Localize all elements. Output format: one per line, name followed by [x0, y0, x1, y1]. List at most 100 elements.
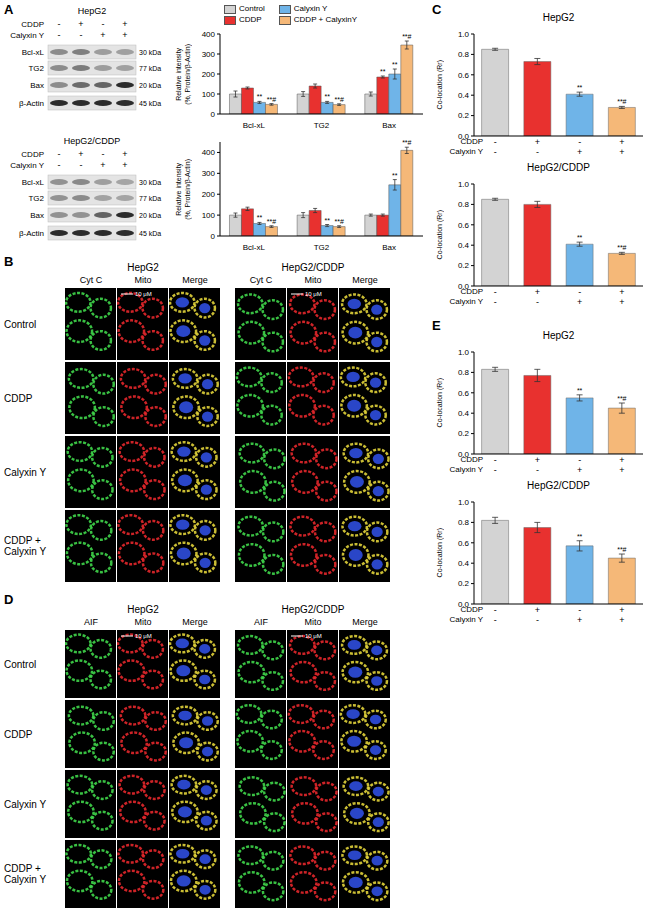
svg-text:+: +: [100, 30, 105, 40]
svg-text:-: -: [494, 455, 497, 465]
svg-text:100: 100: [202, 90, 216, 99]
svg-text:**#: **#: [617, 244, 626, 251]
svg-text:+: +: [535, 137, 540, 147]
svg-text:**#: **#: [334, 218, 343, 225]
svg-text:Bax: Bax: [30, 211, 44, 220]
svg-text:400: 400: [202, 30, 216, 39]
svg-text:+: +: [535, 287, 540, 297]
svg-text:300: 300: [202, 50, 216, 59]
svg-text:+: +: [577, 465, 582, 475]
svg-text:+: +: [619, 605, 624, 615]
svg-text:+: +: [619, 465, 624, 475]
svg-text:+: +: [122, 19, 127, 29]
svg-text:+: +: [100, 160, 105, 170]
svg-text:**: **: [324, 93, 330, 100]
svg-text:10 μM: 10 μM: [135, 633, 152, 639]
svg-text:**: **: [392, 61, 398, 68]
svg-text:10 μM: 10 μM: [305, 291, 322, 297]
svg-text:30 kDa: 30 kDa: [139, 49, 161, 56]
svg-text:0.4: 0.4: [458, 91, 470, 100]
svg-text:-: -: [536, 147, 539, 157]
svg-text:**: **: [577, 387, 583, 394]
svg-text:-: -: [494, 465, 497, 475]
svg-text:-: -: [494, 297, 497, 307]
svg-text:β-Actin: β-Actin: [19, 99, 44, 108]
svg-text:-: -: [102, 19, 105, 29]
svg-text:Bcl-xL: Bcl-xL: [243, 121, 266, 128]
svg-text:-: -: [494, 147, 497, 157]
svg-text:**: **: [257, 93, 263, 100]
svg-text:0.2: 0.2: [458, 579, 470, 588]
svg-text:+: +: [619, 297, 624, 307]
svg-text:+: +: [535, 455, 540, 465]
svg-text:0: 0: [211, 110, 216, 119]
svg-text:0.8: 0.8: [458, 518, 470, 527]
svg-text:**: **: [577, 533, 583, 540]
svg-text:0.6: 0.6: [458, 539, 470, 548]
svg-text:**: **: [324, 217, 330, 224]
svg-text:10 μM: 10 μM: [305, 633, 322, 639]
svg-text:-: -: [494, 287, 497, 297]
svg-text:+: +: [619, 287, 624, 297]
svg-text:+: +: [619, 147, 624, 157]
svg-text:+: +: [619, 455, 624, 465]
svg-text:**: **: [577, 234, 583, 241]
svg-text:0.4: 0.4: [458, 409, 470, 418]
svg-text:+: +: [122, 30, 127, 40]
svg-text:**: **: [380, 68, 386, 75]
svg-text:300: 300: [202, 169, 216, 178]
svg-text:Bax: Bax: [30, 81, 44, 90]
svg-text:0.6: 0.6: [458, 221, 470, 230]
svg-text:30 kDa: 30 kDa: [139, 179, 161, 186]
svg-text:**#: **#: [617, 98, 626, 105]
svg-text:-: -: [58, 160, 61, 170]
svg-text:10 μM: 10 μM: [135, 291, 152, 297]
svg-text:TG2: TG2: [314, 121, 330, 128]
svg-text:β-Actin: β-Actin: [19, 229, 44, 238]
svg-text:+: +: [122, 160, 127, 170]
svg-text:+: +: [577, 615, 582, 625]
svg-text:400: 400: [202, 148, 216, 157]
svg-text:Bax: Bax: [382, 121, 396, 128]
svg-text:**: **: [392, 172, 398, 179]
svg-text:**#: **#: [267, 218, 276, 225]
svg-text:-: -: [494, 605, 497, 615]
svg-text:0.8: 0.8: [458, 50, 470, 59]
svg-text:Bcl-xL: Bcl-xL: [243, 243, 266, 250]
svg-text:-: -: [58, 30, 61, 40]
svg-text:100: 100: [202, 211, 216, 220]
svg-text:-: -: [80, 30, 83, 40]
svg-text:**: **: [257, 214, 263, 221]
svg-text:+: +: [577, 297, 582, 307]
svg-text:200: 200: [202, 190, 216, 199]
svg-text:**#: **#: [617, 546, 626, 553]
svg-text:-: -: [494, 615, 497, 625]
svg-text:0.6: 0.6: [458, 389, 470, 398]
svg-text:Calyxin Y: Calyxin Y: [10, 31, 44, 40]
svg-text:+: +: [619, 615, 624, 625]
svg-text:**#: **#: [402, 139, 411, 146]
svg-text:1.0: 1.0: [458, 348, 470, 357]
svg-text:0.2: 0.2: [458, 261, 470, 270]
svg-text:0.2: 0.2: [458, 429, 470, 438]
svg-text:20 kDa: 20 kDa: [139, 82, 161, 89]
svg-text:**#: **#: [267, 96, 276, 103]
svg-text:+: +: [577, 147, 582, 157]
svg-text:-: -: [578, 455, 581, 465]
svg-text:-: -: [58, 19, 61, 29]
svg-text:0.8: 0.8: [458, 368, 470, 377]
svg-text:+: +: [78, 19, 83, 29]
svg-text:-: -: [58, 149, 61, 159]
svg-text:**#: **#: [617, 395, 626, 402]
svg-text:HepG2: HepG2: [78, 6, 107, 16]
svg-text:-: -: [578, 287, 581, 297]
svg-text:-: -: [536, 615, 539, 625]
svg-text:+: +: [122, 149, 127, 159]
svg-text:0.8: 0.8: [458, 200, 470, 209]
svg-text:CDDP: CDDP: [21, 20, 44, 29]
svg-text:0.6: 0.6: [458, 71, 470, 80]
svg-text:77 kDa: 77 kDa: [139, 195, 161, 202]
svg-text:+: +: [619, 137, 624, 147]
svg-text:0.2: 0.2: [458, 111, 470, 120]
svg-text:+: +: [78, 149, 83, 159]
